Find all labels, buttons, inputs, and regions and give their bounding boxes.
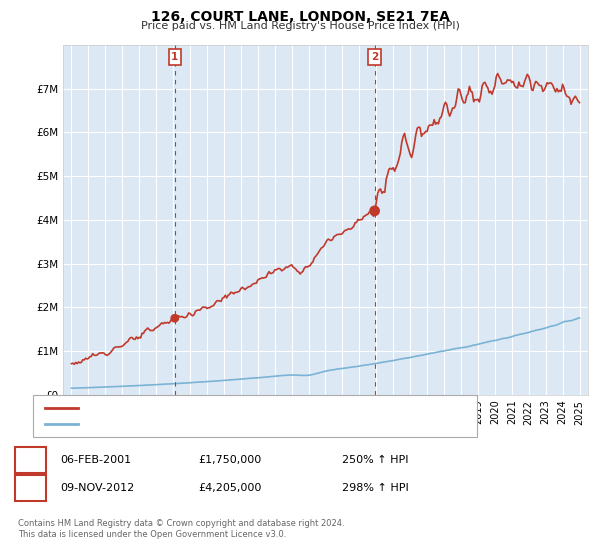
Text: 2: 2 — [26, 482, 35, 495]
Text: 09-NOV-2012: 09-NOV-2012 — [60, 483, 134, 493]
Text: 2: 2 — [371, 52, 378, 62]
Text: 1: 1 — [26, 454, 35, 467]
Text: HPI: Average price, detached house, Southwark: HPI: Average price, detached house, Sout… — [85, 419, 334, 429]
Point — [370, 206, 379, 215]
Text: 298% ↑ HPI: 298% ↑ HPI — [342, 483, 409, 493]
Text: 1: 1 — [171, 52, 178, 62]
Text: Price paid vs. HM Land Registry's House Price Index (HPI): Price paid vs. HM Land Registry's House … — [140, 21, 460, 31]
Text: £1,750,000: £1,750,000 — [198, 455, 261, 465]
Text: £4,205,000: £4,205,000 — [198, 483, 262, 493]
Text: 250% ↑ HPI: 250% ↑ HPI — [342, 455, 409, 465]
Point — [170, 314, 179, 323]
Text: Contains HM Land Registry data © Crown copyright and database right 2024.: Contains HM Land Registry data © Crown c… — [18, 519, 344, 528]
Text: This data is licensed under the Open Government Licence v3.0.: This data is licensed under the Open Gov… — [18, 530, 286, 539]
Text: 06-FEB-2001: 06-FEB-2001 — [60, 455, 131, 465]
Text: 126, COURT LANE, LONDON, SE21 7EA (detached house): 126, COURT LANE, LONDON, SE21 7EA (detac… — [85, 403, 382, 413]
Text: 126, COURT LANE, LONDON, SE21 7EA: 126, COURT LANE, LONDON, SE21 7EA — [151, 10, 449, 24]
